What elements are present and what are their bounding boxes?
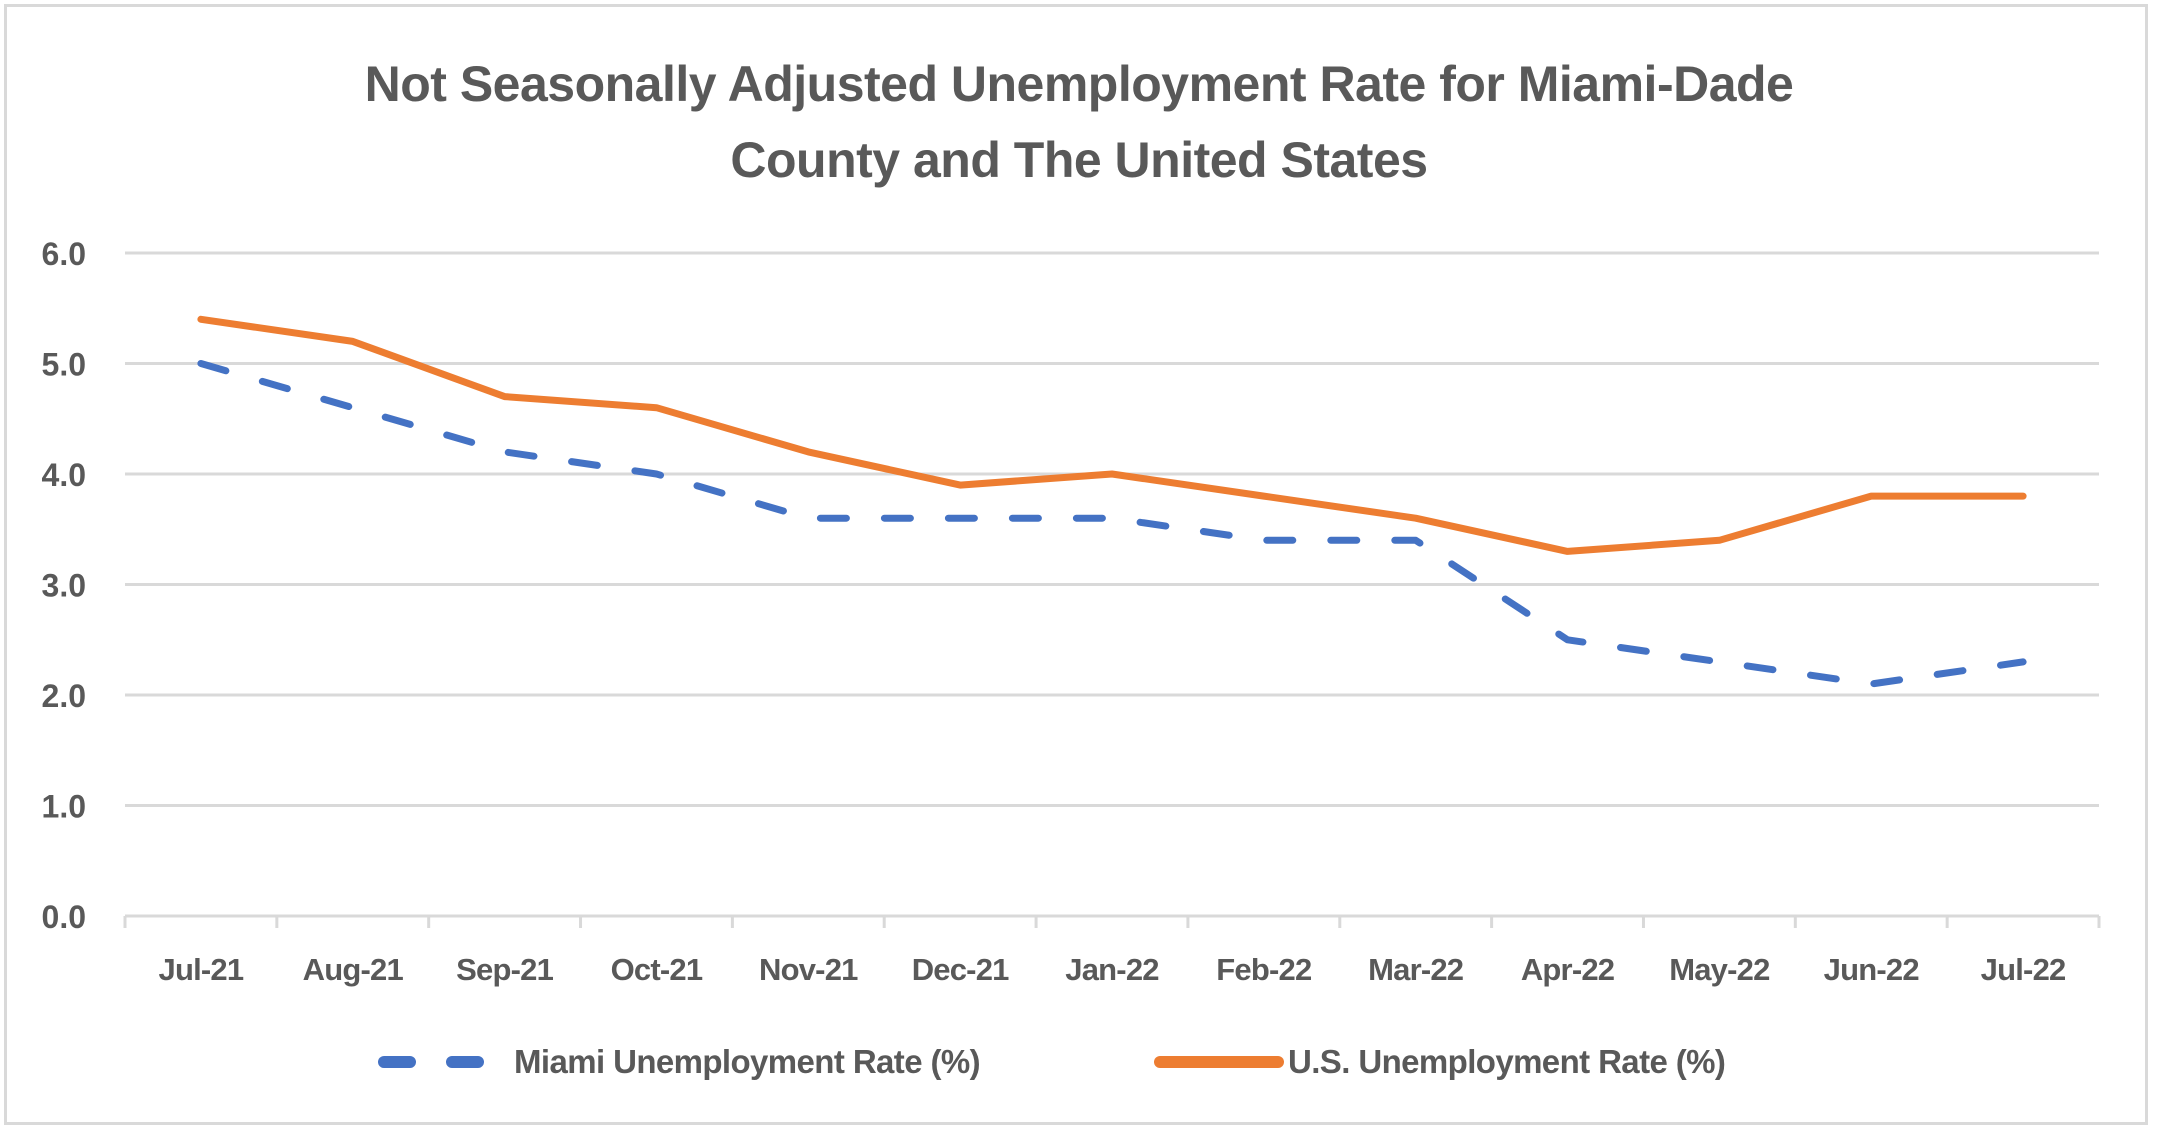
x-axis [123,914,2101,928]
x-tick-label: Aug-21 [303,952,404,987]
y-axis-labels: 0.0 1.0 2.0 3.0 4.0 5.0 6.0 [42,236,86,935]
legend: Miami Unemployment Rate (%) U.S. Unemplo… [0,1036,2158,1088]
y-tick-label: 1.0 [42,789,86,825]
x-tick-label: Feb-22 [1216,952,1311,987]
y-tick-label: 4.0 [42,457,86,493]
legend-item-miami[interactable]: Miami Unemployment Rate (%) [378,1036,981,1088]
y-tick-label: 6.0 [42,236,86,272]
x-tick-label: Jul-22 [1981,952,2066,987]
x-tick-label: Apr-22 [1521,952,1614,987]
y-tick-label: 0.0 [42,899,86,935]
x-axis-labels: Jul-21 Aug-21 Sep-21 Oct-21 Nov-21 Dec-21 Jan-… [159,952,2067,987]
series-lines [197,315,2027,688]
y-tick-label: 2.0 [42,678,86,714]
x-tick-label: Jul-21 [159,952,244,987]
chart-frame [4,4,2148,1125]
series-line-us [197,315,2027,555]
y-tick-label: 3.0 [42,568,86,604]
x-tick-label: Dec-21 [912,952,1009,987]
legend-label-us: U.S. Unemployment Rate (%) [1288,1043,1726,1080]
series-line-miami [197,360,2027,688]
legend-label-miami: Miami Unemployment Rate (%) [514,1043,981,1080]
chart-title-line-1: Not Seasonally Adjusted Unemployment Rat… [364,56,1794,112]
x-tick-label: Nov-21 [759,952,858,987]
chart-title-line-2: County and The United States [730,132,1428,188]
legend-swatch-us-solid-line [1154,1056,1284,1068]
x-tick-label: Jan-22 [1065,952,1158,987]
x-tick-label: Oct-21 [611,952,703,987]
chart-title: Not Seasonally Adjusted Unemployment Rat… [0,46,2158,198]
gridlines [125,251,2099,807]
x-tick-label: Mar-22 [1368,952,1463,987]
legend-item-us[interactable]: U.S. Unemployment Rate (%) [1154,1036,1726,1088]
x-tick-label: Sep-21 [456,952,553,987]
legend-swatch-miami-dashed-line [378,1056,506,1068]
x-tick-label: May-22 [1669,952,1769,987]
x-tick-label: Jun-22 [1824,952,1919,987]
y-tick-label: 5.0 [42,347,86,383]
